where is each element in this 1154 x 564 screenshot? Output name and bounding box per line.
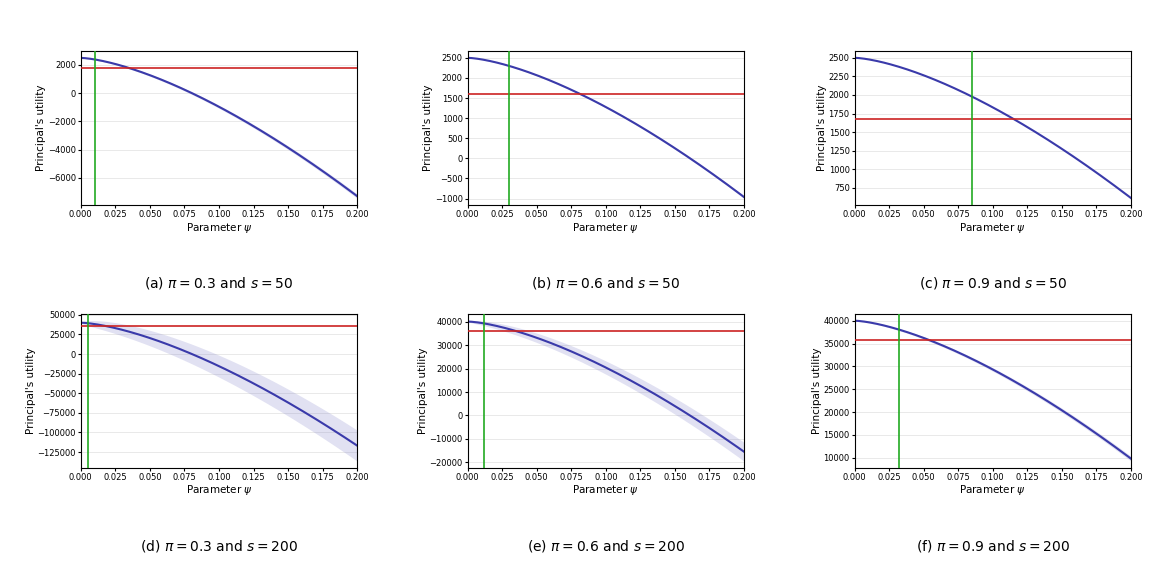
X-axis label: Parameter $\psi$: Parameter $\psi$ — [572, 221, 639, 235]
Y-axis label: Principal's utility: Principal's utility — [418, 347, 428, 434]
Y-axis label: Principal's utility: Principal's utility — [817, 85, 827, 171]
Title: (a) $\pi = 0.3$ and $s = 50$: (a) $\pi = 0.3$ and $s = 50$ — [144, 275, 293, 291]
X-axis label: Parameter $\psi$: Parameter $\psi$ — [572, 483, 639, 497]
X-axis label: Parameter $\psi$: Parameter $\psi$ — [186, 483, 253, 497]
Title: (c) $\pi = 0.9$ and $s = 50$: (c) $\pi = 0.9$ and $s = 50$ — [919, 275, 1066, 291]
Title: (d) $\pi = 0.3$ and $s = 200$: (d) $\pi = 0.3$ and $s = 200$ — [140, 537, 298, 554]
X-axis label: Parameter $\psi$: Parameter $\psi$ — [186, 221, 253, 235]
Y-axis label: Principal's utility: Principal's utility — [812, 347, 822, 434]
Y-axis label: Principal's utility: Principal's utility — [27, 347, 36, 434]
X-axis label: Parameter $\psi$: Parameter $\psi$ — [959, 483, 1026, 497]
X-axis label: Parameter $\psi$: Parameter $\psi$ — [959, 221, 1026, 235]
Title: (b) $\pi = 0.6$ and $s = 50$: (b) $\pi = 0.6$ and $s = 50$ — [531, 275, 681, 291]
Title: (e) $\pi = 0.6$ and $s = 200$: (e) $\pi = 0.6$ and $s = 200$ — [527, 537, 684, 554]
Y-axis label: Principal's utility: Principal's utility — [424, 85, 434, 171]
Title: (f) $\pi = 0.9$ and $s = 200$: (f) $\pi = 0.9$ and $s = 200$ — [915, 537, 1070, 554]
Y-axis label: Principal's utility: Principal's utility — [37, 85, 46, 171]
